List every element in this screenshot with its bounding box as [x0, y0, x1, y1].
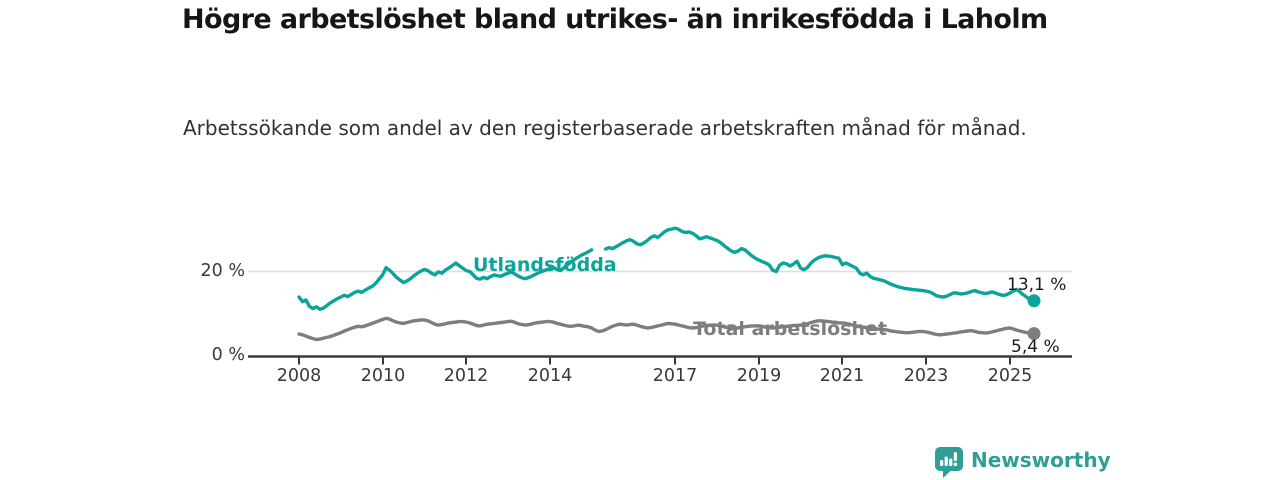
- x-axis-label-2025: 2025: [987, 366, 1033, 386]
- series-label-utlandsfodda: Utlandsfödda: [473, 254, 617, 276]
- series-line-0: [297, 226, 1036, 311]
- page-title: Högre arbetslöshet bland utrikes- än inr…: [182, 4, 1048, 35]
- series-label-total-arbetsloshet: Total arbetslöshet: [693, 318, 887, 340]
- x-axis-label-2017: 2017: [652, 366, 698, 386]
- x-axis-label-2008: 2008: [276, 366, 322, 386]
- x-axis-label-2019: 2019: [736, 366, 782, 386]
- series-endpoint-dot-1: [1027, 327, 1041, 341]
- chart-subtitle: Arbetssökande som andel av den registerb…: [183, 116, 1027, 140]
- brand-wordmark: Newsworthy: [971, 448, 1111, 472]
- series-endpoint-dot-0: [1027, 294, 1041, 308]
- y-axis-label-0: 0 %: [211, 345, 245, 365]
- x-axis-label-2010: 2010: [360, 366, 406, 386]
- end-value-label-utlandsfodda: 13,1 %: [1007, 275, 1067, 295]
- x-axis-ticks: [298, 356, 1011, 365]
- y-axis-label-20: 20 %: [200, 261, 245, 281]
- newsworthy-logo-icon: [935, 447, 963, 478]
- x-axis-label-2012: 2012: [443, 366, 489, 386]
- series-lines: [297, 226, 1041, 342]
- x-axis-label-2021: 2021: [819, 366, 865, 386]
- series-line-1: [297, 316, 1036, 342]
- x-axis-label-2014: 2014: [527, 366, 573, 386]
- x-axis-label-2023: 2023: [903, 366, 949, 386]
- mini-bar-chart-glyph: [940, 452, 958, 467]
- end-value-label-total: 5,4 %: [1011, 337, 1060, 357]
